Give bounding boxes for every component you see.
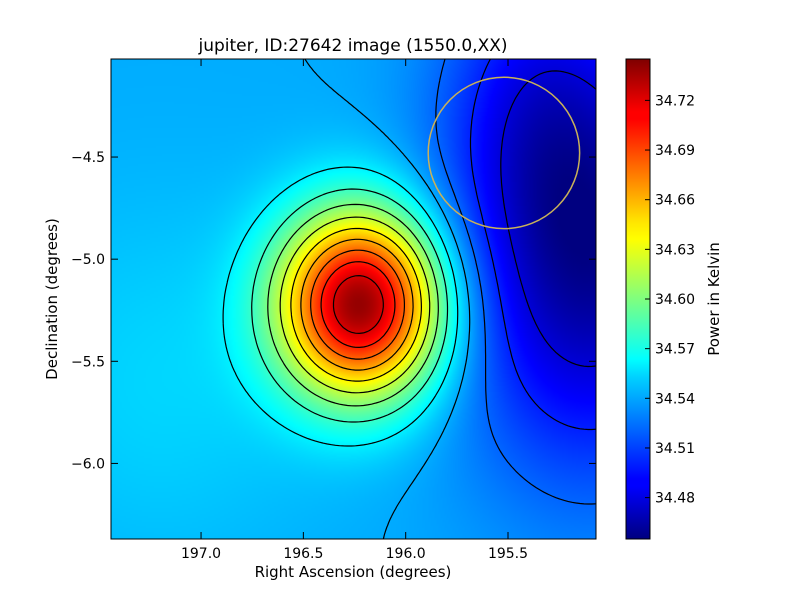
colorbar-tick-label-7: 34.51 <box>655 441 695 457</box>
heatmap-image <box>111 59 596 539</box>
contour-line-11 <box>320 261 396 348</box>
plot-area <box>110 58 597 540</box>
y-axis: −4.5 −5.0 −5.5 −6.0 <box>71 150 596 472</box>
plot-frame <box>110 58 597 540</box>
y-axis-label: Declination (degrees) <box>43 218 61 380</box>
colorbar-label: Power in Kelvin <box>705 242 723 356</box>
colorbar-tick-label-0: 34.72 <box>655 93 695 109</box>
colorbar-tick-label-8: 34.48 <box>655 491 695 507</box>
contour-line-3 <box>304 59 471 539</box>
y-tick-label-3: −6.0 <box>71 456 105 472</box>
colorbar-tick-label-4: 34.60 <box>655 292 695 308</box>
contour-line-1 <box>469 59 596 431</box>
x-tick-label-0: 197.0 <box>181 546 221 562</box>
contour-line-10 <box>310 249 405 360</box>
contour-line-12 <box>332 275 384 334</box>
contour-line-4 <box>222 166 459 447</box>
chart-title: jupiter, ID:27642 image (1550.0,XX) <box>197 36 507 56</box>
beam-circle <box>427 76 581 230</box>
colorbar: 34.72 34.69 34.66 34.63 34.60 34.57 34.54 34.51… <box>625 58 723 540</box>
x-tick-label-1: 196.5 <box>283 546 323 562</box>
circle-marker-layer <box>427 76 581 230</box>
contour-line-5 <box>251 188 449 423</box>
contour-line-7 <box>279 216 431 394</box>
contour-line-8 <box>290 227 422 382</box>
y-tick-label-0: −4.5 <box>71 150 105 166</box>
x-axis: 197.0 196.5 196.0 195.5 <box>181 59 528 562</box>
colorbar-tick-label-1: 34.69 <box>655 143 695 159</box>
contour-line-9 <box>300 238 414 371</box>
colorbar-tick-label-5: 34.57 <box>655 342 695 358</box>
contour-line-6 <box>267 203 439 407</box>
colorbar-tick-label-2: 34.66 <box>655 193 695 209</box>
x-axis-label: Right Ascension (degrees) <box>255 563 452 581</box>
x-tick-label-2: 196.0 <box>386 546 426 562</box>
colorbar-tick-label-6: 34.54 <box>655 391 695 407</box>
x-tick-label-3: 195.5 <box>488 546 528 562</box>
colorbar-tick-label-3: 34.63 <box>655 242 695 258</box>
contour-line-2 <box>435 59 596 505</box>
y-tick-label-1: −5.0 <box>71 252 105 268</box>
contour-lines <box>222 59 596 539</box>
y-tick-label-2: −5.5 <box>71 354 105 370</box>
colorbar-ticks: 34.72 34.69 34.66 34.63 34.60 34.57 34.54 34.51… <box>645 93 695 507</box>
